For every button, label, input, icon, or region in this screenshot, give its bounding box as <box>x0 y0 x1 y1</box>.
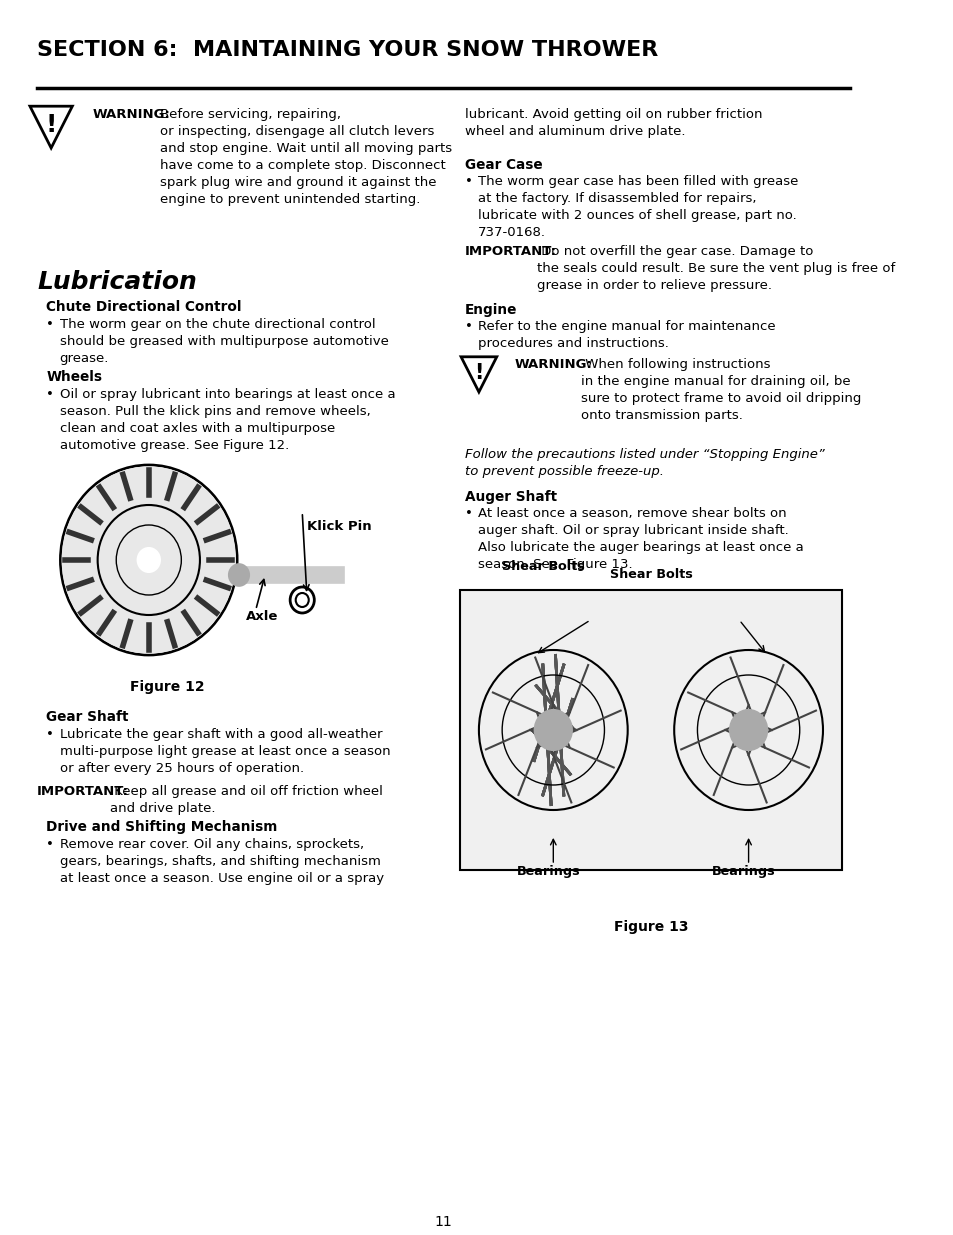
Text: Chute Directional Control: Chute Directional Control <box>47 300 242 314</box>
Text: Shear Bolts: Shear Bolts <box>501 559 584 573</box>
Text: Drive and Shifting Mechanism: Drive and Shifting Mechanism <box>47 820 277 834</box>
Text: 11: 11 <box>435 1215 452 1229</box>
Text: Axle: Axle <box>246 610 278 622</box>
Text: •: • <box>47 727 54 741</box>
Text: Lubricate the gear shaft with a good all-weather
multi-purpose light grease at l: Lubricate the gear shaft with a good all… <box>59 727 390 776</box>
Text: •: • <box>464 508 473 520</box>
Bar <box>460 590 841 869</box>
Text: •: • <box>464 320 473 333</box>
Text: The worm gear on the chute directional control
should be greased with multipurpo: The worm gear on the chute directional c… <box>59 317 388 366</box>
Text: Oil or spray lubricant into bearings at least once a
season. Pull the klick pins: Oil or spray lubricant into bearings at … <box>59 388 395 452</box>
Text: •: • <box>47 839 54 851</box>
Text: At least once a season, remove shear bolts on
auger shaft. Oil or spray lubrican: At least once a season, remove shear bol… <box>477 508 802 571</box>
Bar <box>237 567 344 583</box>
Text: Bearings: Bearings <box>517 864 579 878</box>
Text: Gear Case: Gear Case <box>464 158 542 172</box>
Text: •: • <box>47 388 54 401</box>
Text: lubricant. Avoid getting oil on rubber friction
wheel and aluminum drive plate.: lubricant. Avoid getting oil on rubber f… <box>464 107 761 138</box>
Text: Gear Shaft: Gear Shaft <box>47 710 129 724</box>
Circle shape <box>137 548 160 572</box>
Text: Follow the precautions listed under “Stopping Engine”
to prevent possible freeze: Follow the precautions listed under “Sto… <box>464 448 823 478</box>
Text: SECTION 6:  MAINTAINING YOUR SNOW THROWER: SECTION 6: MAINTAINING YOUR SNOW THROWER <box>37 40 658 61</box>
Circle shape <box>62 467 235 653</box>
Text: Before servicing, repairing,
or inspecting, disengage all clutch levers
and stop: Before servicing, repairing, or inspecti… <box>160 107 452 206</box>
Text: Remove rear cover. Oil any chains, sprockets,
gears, bearings, shafts, and shift: Remove rear cover. Oil any chains, sproc… <box>59 839 383 885</box>
Text: •: • <box>464 175 473 188</box>
Text: Keep all grease and oil off friction wheel
and drive plate.: Keep all grease and oil off friction whe… <box>110 785 382 815</box>
Text: Wheels: Wheels <box>47 370 102 384</box>
Circle shape <box>229 564 249 585</box>
Text: Shear Bolts: Shear Bolts <box>609 568 692 580</box>
Text: !: ! <box>46 114 57 137</box>
Text: Figure 12: Figure 12 <box>130 680 205 694</box>
Bar <box>460 590 841 869</box>
Text: WARNING:: WARNING: <box>514 358 592 370</box>
Text: IMPORTANT:: IMPORTANT: <box>464 245 557 258</box>
Text: !: ! <box>474 363 483 383</box>
Text: Engine: Engine <box>464 303 517 317</box>
Text: Figure 13: Figure 13 <box>613 920 687 934</box>
Text: IMPORTANT:: IMPORTANT: <box>37 785 129 798</box>
Circle shape <box>729 710 766 750</box>
Text: Klick Pin: Klick Pin <box>307 520 371 534</box>
Text: Lubrication: Lubrication <box>37 270 196 294</box>
Circle shape <box>534 710 571 750</box>
Text: •: • <box>47 317 54 331</box>
Text: Auger Shaft: Auger Shaft <box>464 490 557 504</box>
Text: The worm gear case has been filled with grease
at the factory. If disassembled f: The worm gear case has been filled with … <box>477 175 798 240</box>
Text: Bearings: Bearings <box>711 864 775 878</box>
Text: Do not overfill the gear case. Damage to
the seals could result. Be sure the ven: Do not overfill the gear case. Damage to… <box>537 245 895 291</box>
Text: WARNING:: WARNING: <box>92 107 171 121</box>
Text: Refer to the engine manual for maintenance
procedures and instructions.: Refer to the engine manual for maintenan… <box>477 320 775 350</box>
Text: When following instructions
in the engine manual for draining oil, be
sure to pr: When following instructions in the engin… <box>580 358 861 422</box>
